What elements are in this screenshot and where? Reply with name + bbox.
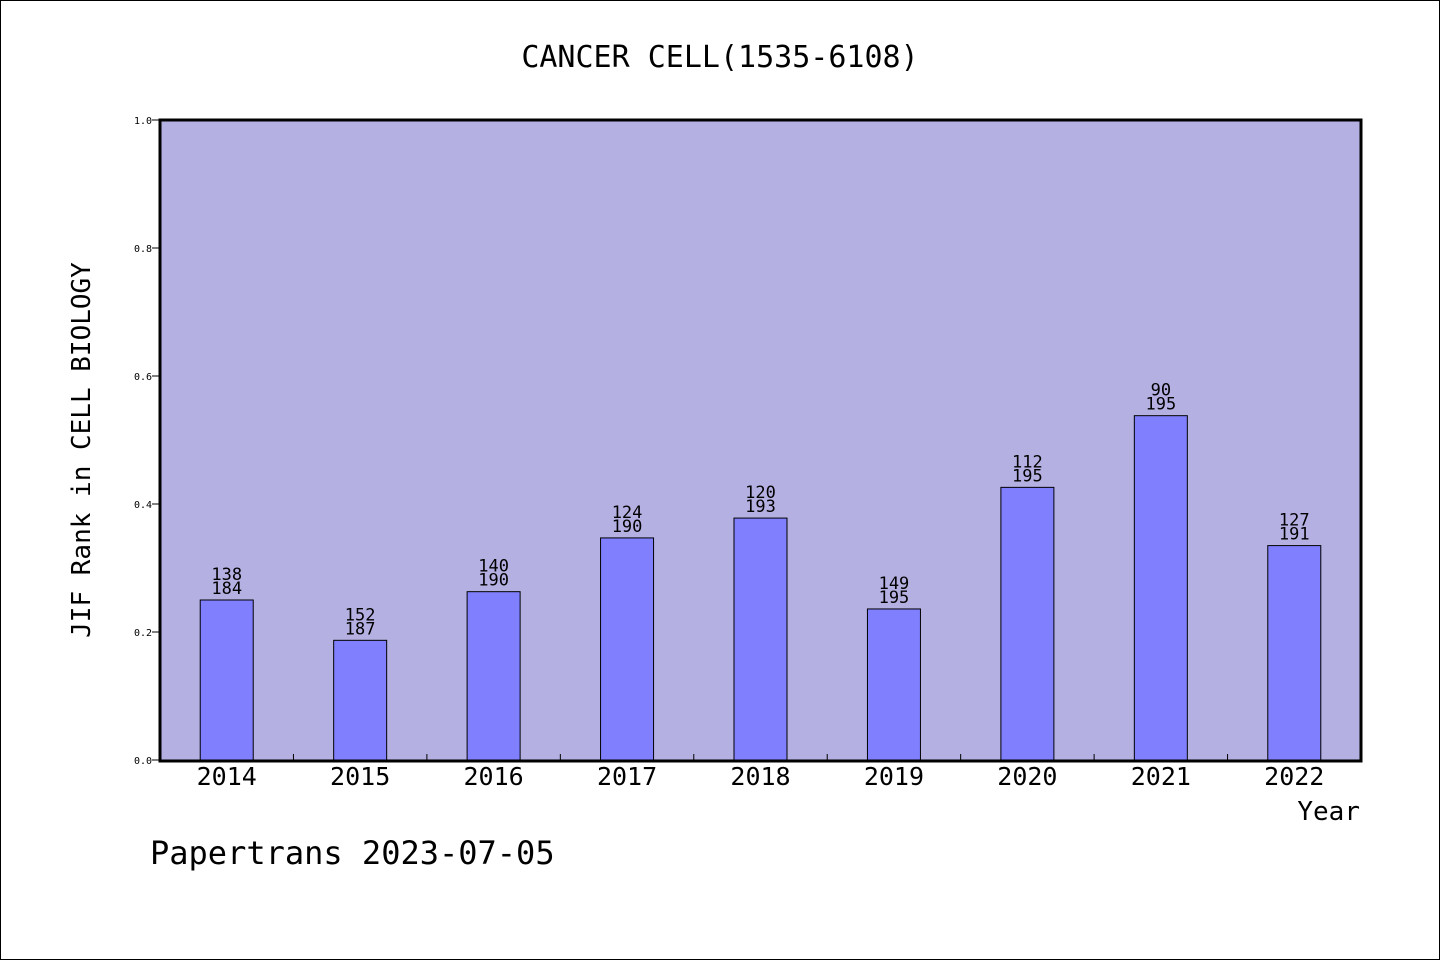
bar-total-label: 187	[345, 619, 376, 639]
x-tick-label: 2016	[464, 762, 524, 791]
bar-rank-label: 138	[211, 565, 242, 585]
bar-total-label: 195	[1012, 466, 1043, 486]
bar-2020	[1000, 486, 1055, 761]
x-axis-tick-labels: 2014 2015 2016 2017 2018 2019 2020 2021 2022	[197, 754, 1324, 791]
bar-2021	[1133, 415, 1188, 761]
bar-total-label: 190	[612, 517, 643, 537]
x-tick-label: 2021	[1131, 762, 1191, 791]
bar-2017	[600, 537, 655, 761]
bar-rank-label: 149	[879, 574, 910, 594]
x-tick-label: 2019	[864, 762, 924, 791]
x-tick-label: 2015	[330, 762, 390, 791]
bar-2019	[866, 608, 921, 761]
bar-rank-label: 112	[1012, 452, 1043, 472]
bar-rank-label: 124	[612, 503, 643, 523]
x-axis-label: Year	[1297, 797, 1360, 827]
chart-title: CANCER CELL(1535-6108)	[521, 40, 918, 75]
bar-2014	[199, 599, 254, 761]
bar-rank-label: 140	[478, 557, 509, 577]
bar-labels: 1381841521871401901241901201931491951121…	[211, 381, 1309, 640]
y-tick-label: 0.2	[134, 628, 152, 639]
bar-rank-label: 152	[345, 605, 376, 625]
bars	[199, 415, 1322, 761]
bar-2015	[333, 639, 388, 761]
bar-total-label: 195	[879, 588, 910, 608]
bar-2022	[1267, 545, 1322, 761]
bar-rank-label: 90	[1151, 381, 1171, 401]
bar-rank-label: 127	[1279, 511, 1310, 531]
plot-border	[158, 118, 1363, 763]
watermark-text: Papertrans 2023-07-05	[150, 834, 555, 872]
y-tick-label: 0.6	[134, 372, 152, 383]
bar-total-label: 193	[745, 497, 776, 517]
x-tick-label: 2014	[197, 762, 257, 791]
bar-total-label: 195	[1145, 395, 1176, 415]
y-tick-label: 1.0	[134, 116, 152, 127]
x-tick-label: 2022	[1264, 762, 1324, 791]
y-tick-label: 0.4	[134, 500, 152, 511]
bar-total-label: 190	[478, 571, 509, 591]
bar-2018	[733, 517, 788, 761]
x-tick-label: 2018	[730, 762, 790, 791]
x-tick-label: 2020	[997, 762, 1057, 791]
y-axis-ticks: 0.0 0.2 0.4 0.6 0.8 1.0	[134, 116, 160, 767]
x-tick-label: 2017	[597, 762, 657, 791]
bar-total-label: 191	[1279, 525, 1310, 545]
y-axis-label: JIF Rank in CELL BIOLOGY	[67, 262, 97, 638]
bar-total-label: 184	[211, 579, 242, 599]
y-tick-label: 0.0	[134, 756, 152, 767]
bar-rank-label: 120	[745, 483, 776, 503]
y-tick-label: 0.8	[134, 244, 152, 255]
bar-2016	[466, 591, 521, 761]
